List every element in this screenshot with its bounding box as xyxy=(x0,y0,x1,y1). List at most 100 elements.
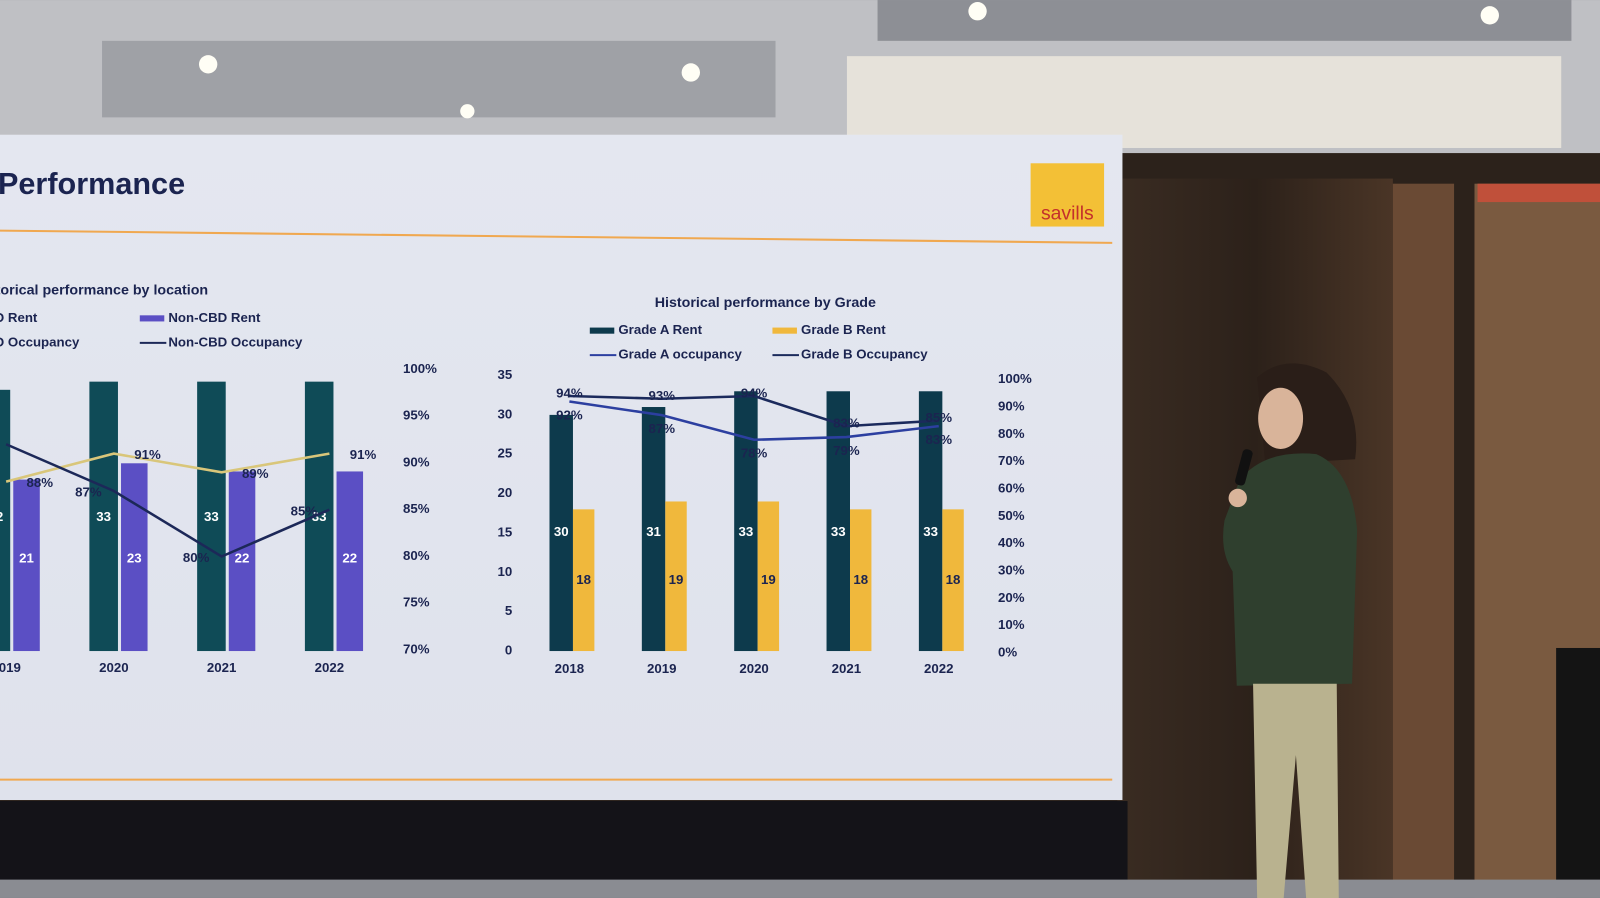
bar-value-label: 19 xyxy=(669,572,684,587)
x-tick-label: 2022 xyxy=(315,660,344,675)
y2-tick-label: 0% xyxy=(998,645,1017,660)
y-tick-label: 15 xyxy=(497,524,512,539)
line-value-label: 80% xyxy=(183,550,210,565)
bar-value-label: 18 xyxy=(576,572,591,587)
ceiling-light xyxy=(198,55,218,74)
bar-value-label: 18 xyxy=(946,572,961,587)
face xyxy=(1258,387,1304,449)
line xyxy=(5,443,330,558)
bar-value-label: 33 xyxy=(739,524,754,539)
line-value-label: 78% xyxy=(741,446,768,461)
y2-tick-label: 10% xyxy=(998,617,1025,632)
title-rule xyxy=(0,229,1113,244)
bar xyxy=(0,389,11,652)
hand xyxy=(1228,488,1247,508)
line-value-label: 92% xyxy=(556,407,583,422)
chart: Historical performance by location 70% 75%… xyxy=(0,283,437,675)
line-value-label: 83% xyxy=(833,416,860,431)
y2-tick-label: 70% xyxy=(998,453,1025,468)
stage-edge xyxy=(0,879,1600,898)
bar-value-label: 21 xyxy=(19,551,34,566)
x-tick-label: 2021 xyxy=(832,661,861,676)
x-tick-label: 2020 xyxy=(739,661,768,676)
line-value-label: 79% xyxy=(833,443,860,458)
ceiling-panel xyxy=(846,56,1562,148)
bar xyxy=(757,501,780,652)
line-value-label: 91% xyxy=(350,447,377,462)
legend-swatch xyxy=(589,327,615,334)
bar-value-label: 19 xyxy=(761,572,776,587)
line-value-label: 83% xyxy=(926,432,953,447)
presenter xyxy=(1223,363,1358,898)
y-tick-label: 5 xyxy=(505,603,512,618)
y2-tick-label: 50% xyxy=(998,508,1025,523)
ceiling-panel xyxy=(102,40,776,118)
ceiling-light xyxy=(968,2,987,21)
speaker-box xyxy=(1556,647,1600,898)
legend-label: Non-CBD Rent xyxy=(168,310,261,325)
bar xyxy=(826,391,850,652)
chart-title: Historical performance by Grade xyxy=(655,295,876,311)
y2-tick-label: 90% xyxy=(998,398,1025,413)
legend-label: Grade B Rent xyxy=(801,322,886,337)
charts: Historical performance by location 70% 75%… xyxy=(0,283,1032,676)
bar xyxy=(549,414,573,652)
y-tick-label: 10 xyxy=(497,564,512,579)
y-tick-label: 25 xyxy=(497,446,512,461)
line-value-label: 93% xyxy=(648,388,675,403)
bar-value-label: 22 xyxy=(342,551,357,566)
bar xyxy=(641,407,666,652)
bar-value-label: 30 xyxy=(554,524,569,539)
wall-panel xyxy=(1392,183,1455,898)
bar-value-label: 23 xyxy=(127,551,142,566)
bar xyxy=(89,381,118,652)
legend-label: Non-CBD Occupancy xyxy=(168,334,303,349)
y2-tick-label: 20% xyxy=(998,590,1025,605)
bar xyxy=(197,381,226,652)
legend-label: CBD Rent xyxy=(0,310,38,325)
bar-value-label: 33 xyxy=(831,524,846,539)
legend-label: Grade A occupancy xyxy=(618,347,742,362)
x-tick-label: 2020 xyxy=(99,660,128,675)
y2-tick-label: 95% xyxy=(403,408,430,423)
y2-tick-label: 30% xyxy=(998,563,1025,578)
y2-tick-label: 80% xyxy=(998,426,1025,441)
bar xyxy=(942,509,964,652)
ceiling-light xyxy=(460,104,475,119)
line xyxy=(569,400,939,442)
line-value-label: 85% xyxy=(926,410,953,425)
wall-light xyxy=(1477,183,1600,203)
jacket xyxy=(1223,453,1358,686)
bar xyxy=(665,501,687,652)
x-tick-label: 2019 xyxy=(0,660,21,675)
y-tick-label: 20 xyxy=(497,485,512,500)
bar xyxy=(734,391,758,652)
y-tick-label: 35 xyxy=(497,367,512,382)
x-tick-label: 2022 xyxy=(924,661,953,676)
legend-label: Grade B Occupancy xyxy=(801,347,928,362)
y2-tick-label: 75% xyxy=(403,595,430,610)
line-value-label: 94% xyxy=(556,385,583,400)
line-value-label: 87% xyxy=(75,485,102,500)
bar xyxy=(13,479,40,652)
chart-title: Historical performance by location xyxy=(0,283,208,299)
ceiling-light xyxy=(1480,6,1499,25)
line-value-label: 89% xyxy=(242,466,269,481)
bar-value-label: 33 xyxy=(923,524,938,539)
bar xyxy=(121,463,148,652)
ceiling-light xyxy=(681,63,700,82)
legend-swatch xyxy=(772,327,797,334)
x-tick-label: 2019 xyxy=(647,661,676,676)
bar xyxy=(304,381,334,652)
bar xyxy=(572,509,595,652)
line-value-label: 91% xyxy=(134,447,161,462)
y2-tick-label: 90% xyxy=(403,454,430,469)
line-value-label: 94% xyxy=(741,385,768,400)
line xyxy=(569,394,939,428)
x-tick-label: 2021 xyxy=(207,660,236,675)
bar xyxy=(228,471,256,652)
bar xyxy=(918,391,943,652)
bar-value-label: 22 xyxy=(235,551,250,566)
microphone xyxy=(1235,449,1253,486)
